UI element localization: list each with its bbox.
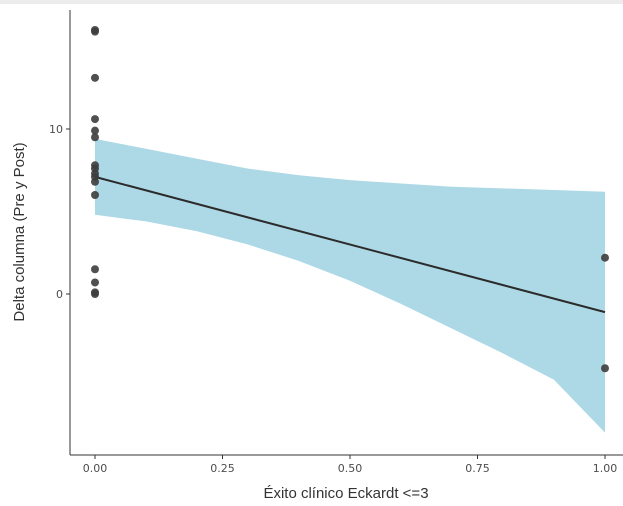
confidence-band-layer [95, 138, 605, 433]
x-tick-label: 1.00 [593, 462, 618, 475]
y-axis-title: Delta columna (Pre y Post) [11, 142, 28, 321]
data-point [91, 73, 99, 82]
confidence-band [95, 138, 605, 433]
data-point [91, 27, 99, 36]
y-tick-label: 0 [56, 288, 63, 301]
x-tick-label: 0.00 [83, 462, 108, 475]
x-axis-title: Éxito clínico Eckardt <=3 [263, 485, 428, 502]
fit-line [94, 175, 606, 314]
data-point [91, 126, 99, 135]
data-point [601, 253, 609, 262]
data-point [91, 115, 99, 124]
data-point [91, 133, 99, 142]
data-point [91, 177, 99, 186]
data-point [91, 290, 99, 298]
data-point [91, 278, 99, 287]
data-point [91, 265, 99, 274]
x-tick-label: 0.50 [338, 462, 363, 475]
axes-layer: 0.00 0.25 0.50 0.75 1.00 0 10 [49, 10, 623, 475]
data-point [91, 191, 99, 199]
data-point [601, 364, 609, 373]
points-layer [91, 26, 609, 373]
y-tick-label: 10 [49, 123, 63, 136]
top-strip [0, 0, 623, 4]
x-tick-label: 0.75 [465, 462, 490, 475]
fit-line-layer [94, 175, 606, 314]
x-tick-label: 0.25 [210, 462, 235, 475]
